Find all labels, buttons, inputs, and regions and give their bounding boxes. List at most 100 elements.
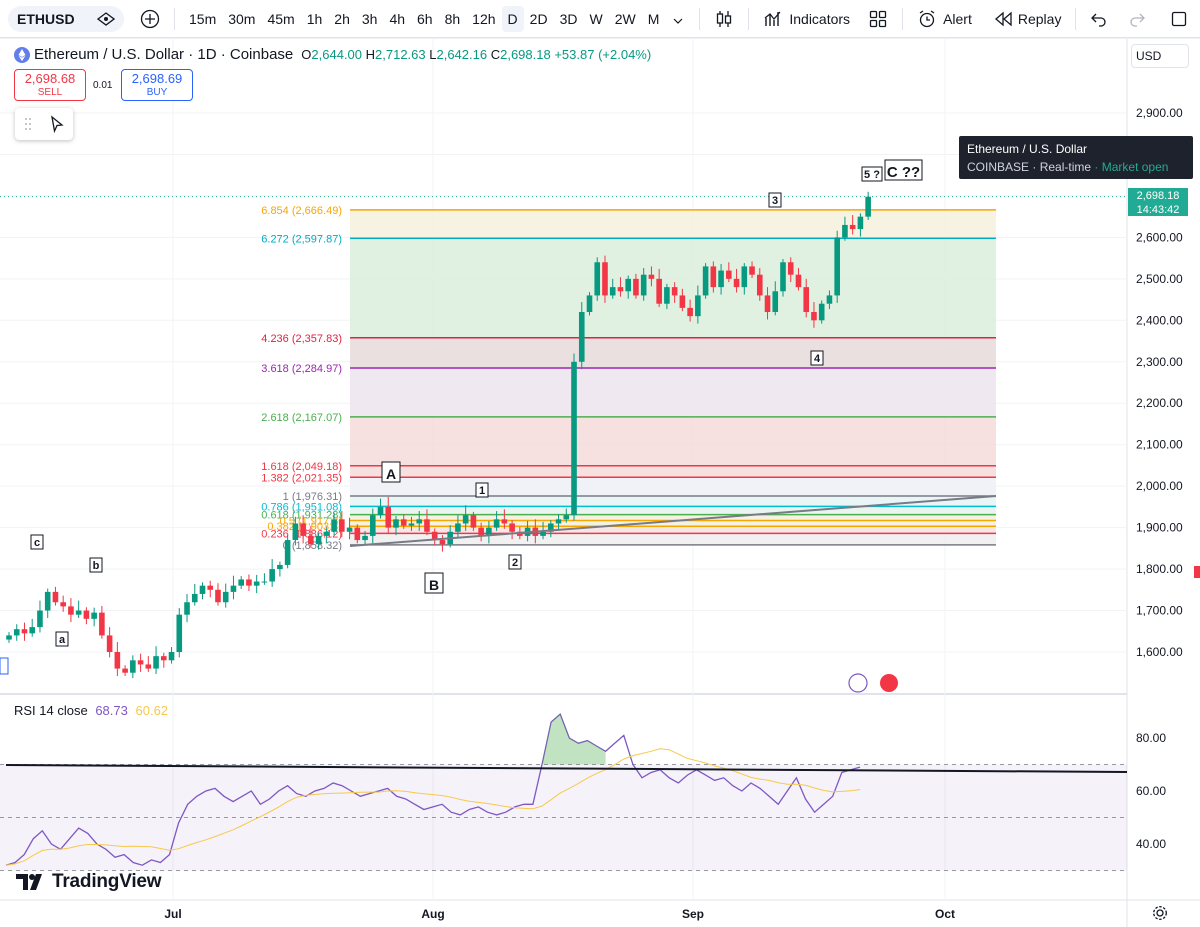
- interval-30m[interactable]: 30m: [228, 10, 256, 27]
- candle-body: [749, 266, 755, 275]
- candle-body: [377, 506, 384, 516]
- currency-selector[interactable]: USD: [1131, 44, 1189, 68]
- tradingview-logo[interactable]: TradingView: [16, 871, 162, 893]
- price-axis-label: 2,400.00: [1136, 313, 1183, 327]
- price-axis-label: 2,600.00: [1136, 230, 1183, 244]
- indicators-button[interactable]: Indicators: [757, 6, 856, 32]
- chart-type-button[interactable]: [708, 6, 740, 32]
- fib-level-label: 0 (1,858.32): [283, 540, 342, 552]
- candle: [176, 608, 183, 658]
- interval-d[interactable]: D: [501, 5, 524, 32]
- interval-2h[interactable]: 2h: [334, 10, 350, 27]
- candle: [83, 607, 90, 625]
- symbol-name: ETHUSD: [17, 10, 75, 27]
- fib-level-label: 0.786 (1,951.08): [261, 501, 342, 513]
- symbol-options-icon[interactable]: [97, 11, 115, 26]
- interval-1h[interactable]: 1h: [306, 10, 323, 27]
- fib-level-label: 6.854 (2,666.49): [261, 205, 342, 217]
- interval-2d[interactable]: 2D: [529, 10, 548, 27]
- candle: [37, 600, 43, 633]
- alert-button[interactable]: Alert: [911, 6, 978, 32]
- spread-value: 0.01: [93, 80, 113, 91]
- fib-level-label: 1.382 (2,021.35): [261, 472, 342, 484]
- candle-body: [780, 262, 786, 292]
- interval-6h[interactable]: 6h: [417, 10, 433, 27]
- candle: [277, 561, 283, 577]
- interval-12h[interactable]: 12h: [472, 10, 496, 27]
- undo-button[interactable]: [1084, 6, 1114, 32]
- candle: [60, 595, 66, 612]
- time-axis-label: Sep: [682, 907, 704, 921]
- settings-gear-icon[interactable]: [1152, 905, 1168, 921]
- candle: [75, 600, 82, 619]
- price-axis-label: 2,200.00: [1136, 396, 1183, 410]
- candle-body: [408, 523, 415, 526]
- interval-2w[interactable]: 2W: [614, 10, 636, 27]
- rsi-legend[interactable]: RSI 14 close 68.73 60.62: [14, 703, 168, 718]
- fullscreen-button[interactable]: [1164, 6, 1194, 32]
- wave-label-c-small: c: [30, 534, 44, 550]
- wave-label-4-text: 4: [814, 353, 821, 365]
- interval-8h[interactable]: 8h: [444, 10, 461, 27]
- candle-body: [362, 535, 368, 541]
- candle-body: [617, 287, 624, 292]
- replay-button[interactable]: Replay: [988, 6, 1068, 32]
- fib-level-label: 0.618 (1,931.28): [261, 510, 342, 522]
- interval-4h[interactable]: 4h: [389, 10, 406, 27]
- candle-body: [300, 523, 306, 536]
- candle: [191, 584, 198, 606]
- candle: [664, 283, 670, 310]
- cursor-arrow-icon[interactable]: [49, 115, 65, 133]
- interval-15m[interactable]: 15m: [189, 10, 217, 27]
- left-edge-marker: [0, 657, 9, 675]
- candle: [857, 213, 864, 237]
- candle: [377, 498, 384, 519]
- redo-button[interactable]: [1122, 6, 1152, 32]
- candle: [455, 515, 461, 538]
- interval-m[interactable]: M: [647, 10, 660, 27]
- wave-label-3: 3: [768, 192, 782, 208]
- candle: [400, 514, 407, 529]
- candle-body: [656, 278, 662, 304]
- divider: [1075, 7, 1077, 30]
- interval-w[interactable]: W: [589, 10, 603, 27]
- sell-button[interactable]: 2,698.68 SELL: [14, 69, 86, 101]
- compare-symbol-button[interactable]: [134, 6, 166, 32]
- candle-body: [687, 307, 693, 317]
- buy-button[interactable]: 2,698.69 BUY: [121, 69, 193, 101]
- interval-3h[interactable]: 3h: [361, 10, 378, 27]
- candle-body: [246, 579, 252, 586]
- economic-events-flag-icon: [880, 674, 898, 692]
- templates-button[interactable]: [862, 6, 894, 32]
- ethereum-logo-icon: [14, 46, 30, 63]
- candle: [29, 618, 36, 637]
- candle: [207, 580, 214, 598]
- candle: [331, 512, 337, 536]
- interval-45m[interactable]: 45m: [267, 10, 295, 27]
- candle-body: [68, 606, 74, 615]
- fib-level-label: 3.618 (2,284.97): [261, 363, 342, 375]
- candle: [764, 287, 771, 320]
- candle-body: [315, 535, 322, 545]
- symbol-search[interactable]: ETHUSD: [8, 5, 124, 32]
- symbol-title[interactable]: Ethereum / U.S. Dollar · 1D · Coinbase: [34, 46, 294, 63]
- candle-body: [811, 312, 817, 321]
- rsi-axis-label: 80.00: [1136, 731, 1166, 745]
- square-icon: [1171, 11, 1187, 26]
- wave-label-5-text: 5 ?: [864, 169, 880, 181]
- candle-body: [803, 287, 810, 313]
- interval-3d[interactable]: 3D: [559, 10, 578, 27]
- candle: [300, 515, 306, 544]
- fib-level-label: 4.236 (2,357.83): [261, 333, 342, 345]
- drag-handle-icon[interactable]: [24, 117, 32, 131]
- candle: [292, 516, 299, 546]
- candle-body: [137, 660, 144, 665]
- candle: [462, 505, 469, 531]
- chevron-down-icon[interactable]: [665, 11, 691, 27]
- fib-zone: [350, 337, 996, 369]
- price-axis-label: 1,600.00: [1136, 645, 1183, 659]
- candle: [849, 214, 856, 235]
- ohlc-values: O2,644.00 H2,712.63 L2,642.16 C2,698.18 …: [301, 47, 652, 62]
- candle-body: [772, 291, 779, 313]
